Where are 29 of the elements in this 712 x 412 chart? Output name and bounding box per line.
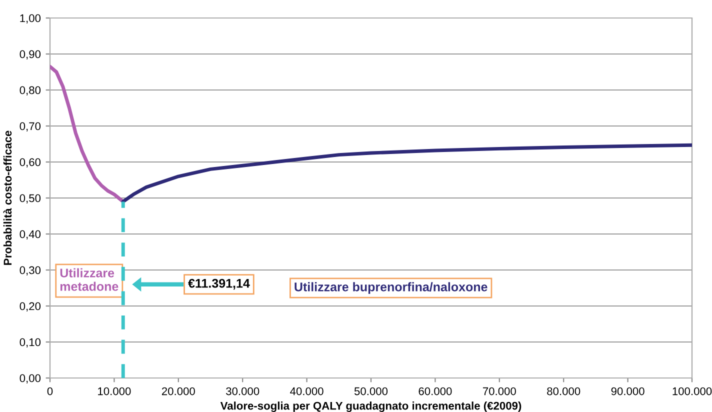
- x-tick-label: 100.000: [672, 387, 712, 396]
- y-tick-label: 0,90: [20, 50, 41, 60]
- y-tick-label: 1,00: [20, 14, 41, 24]
- y-tick-label: 0,00: [20, 374, 41, 384]
- x-tick-label: 20.000: [162, 387, 195, 396]
- x-tick-label: 40.000: [290, 387, 324, 396]
- x-axis-title: Valore-soglia per QALY guadagnato incrementale (€2009): [220, 402, 522, 412]
- annotation: €11.391,14: [188, 278, 250, 290]
- y-tick-label: 0,80: [20, 86, 41, 96]
- y-axis-title: Probabilità costo-efficace: [3, 130, 12, 265]
- y-tick-label: 0,20: [20, 302, 41, 312]
- line-series: [121, 143, 692, 204]
- line-series: [50, 64, 125, 204]
- x-tick-label: 50.000: [354, 387, 388, 396]
- text: Utilizzare metadone: [60, 268, 118, 291]
- y-tick-label: 0,30: [20, 266, 41, 276]
- x-tick-label: 80.000: [547, 387, 580, 396]
- text: Utilizzare buprenorfina/naloxone: [294, 282, 488, 294]
- y-tick-label: 0,50: [20, 194, 41, 204]
- x-tick-label: 10.000: [98, 387, 131, 396]
- x-tick-label: 90.000: [611, 387, 644, 396]
- x-tick-label: 60.000: [418, 387, 452, 396]
- y-tick-label: 0,70: [20, 122, 41, 132]
- x-tick-label: 0: [47, 387, 53, 396]
- y-tick-label: 0,60: [20, 158, 41, 168]
- x-tick-label: 70.000: [482, 387, 516, 396]
- y-tick-label: 0,10: [20, 338, 41, 348]
- y-tick-label: 0,40: [20, 230, 41, 240]
- x-tick-label: 30.000: [226, 387, 260, 396]
